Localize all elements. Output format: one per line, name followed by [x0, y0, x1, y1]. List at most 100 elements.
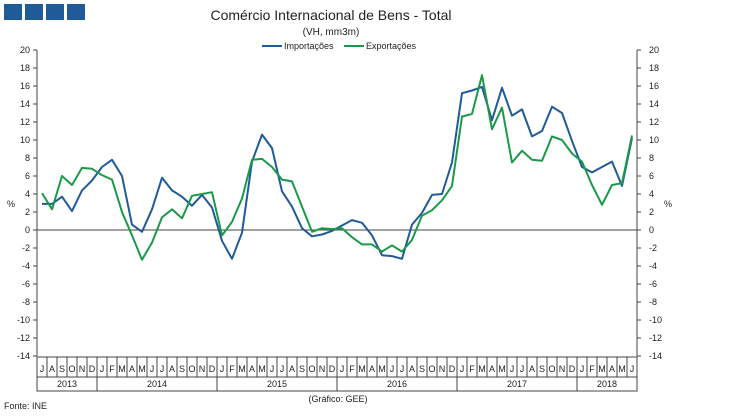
x-tick-label: A: [129, 364, 135, 374]
y-tick-label-right: 14: [649, 99, 659, 109]
x-tick-label: M: [498, 364, 506, 374]
x-tick-label: D: [329, 364, 336, 374]
x-tick-label: M: [118, 364, 126, 374]
x-year-label: 2016: [387, 379, 407, 389]
chart-subtitle: (VH, mm3m): [303, 27, 360, 38]
logo-square: [46, 4, 64, 20]
x-tick-label: M: [378, 364, 386, 374]
x-tick-label: D: [569, 364, 576, 374]
y-tick-label-right: 12: [649, 117, 659, 127]
x-tick-label: A: [249, 364, 255, 374]
x-tick-label: A: [289, 364, 295, 374]
x-year-label: 2013: [57, 379, 77, 389]
y-tick-label-right: -14: [649, 351, 662, 361]
x-tick-label: A: [49, 364, 55, 374]
y-tick-label-right: 10: [649, 135, 659, 145]
x-tick-label: J: [280, 364, 285, 374]
x-tick-label: S: [419, 364, 425, 374]
y-tick-label-left: 18: [20, 63, 30, 73]
logo-square: [25, 4, 43, 20]
y-tick-label-right: -10: [649, 315, 662, 325]
y-tick-label-left: 6: [25, 171, 30, 181]
x-tick-label: M: [618, 364, 626, 374]
series-line-exports: [41, 74, 633, 261]
x-year-label: 2018: [597, 379, 617, 389]
x-tick-label: J: [390, 364, 395, 374]
y-tick-label-left: -10: [17, 315, 30, 325]
y-tick-label-left: 16: [20, 81, 30, 91]
y-tick-label-right: 18: [649, 63, 659, 73]
x-tick-label: M: [138, 364, 146, 374]
y-tick-label-right: 0: [649, 225, 654, 235]
x-tick-label: N: [199, 364, 206, 374]
x-tick-label: A: [489, 364, 495, 374]
legend-label-exports: Exportações: [366, 41, 417, 51]
x-tick-label: J: [580, 364, 585, 374]
x-tick-label: J: [520, 364, 525, 374]
y-tick-label-left: -4: [22, 261, 30, 271]
x-year-label: 2014: [147, 379, 167, 389]
y-tick-label-left: 0: [25, 225, 30, 235]
x-tick-label: N: [79, 364, 86, 374]
x-tick-label: D: [89, 364, 96, 374]
x-tick-label: J: [460, 364, 465, 374]
x-tick-label: S: [59, 364, 65, 374]
y-tick-label-right: 6: [649, 171, 654, 181]
legend: Importações Exportações: [262, 41, 417, 51]
legend-label-imports: Importações: [284, 41, 334, 51]
y-tick-label-left: -6: [22, 279, 30, 289]
y-tick-label-right: 16: [649, 81, 659, 91]
y-tick-label-right: -6: [649, 279, 657, 289]
x-tick-label: F: [229, 364, 235, 374]
x-tick-label: J: [40, 364, 45, 374]
x-tick-label: O: [188, 364, 195, 374]
x-tick-label: O: [68, 364, 75, 374]
x-tick-label: F: [589, 364, 595, 374]
x-tick-label: O: [308, 364, 315, 374]
y-tick-label-left: -12: [17, 333, 30, 343]
x-tick-label: J: [100, 364, 105, 374]
x-tick-label: A: [409, 364, 415, 374]
y-tick-label-right: -2: [649, 243, 657, 253]
y-tick-label-left: -8: [22, 297, 30, 307]
source-note: Fonte: INE: [4, 401, 47, 411]
x-tick-label: J: [220, 364, 225, 374]
y-tick-label-right: 2: [649, 207, 654, 217]
x-tick-label: J: [400, 364, 405, 374]
x-tick-label: J: [160, 364, 165, 374]
x-tick-label: J: [510, 364, 515, 374]
chart-credit: (Gráfico: GEE): [308, 394, 367, 404]
x-tick-label: O: [548, 364, 555, 374]
chart-title: Comércio Internacional de Bens - Total: [211, 7, 452, 23]
y-tick-label-left: 2: [25, 207, 30, 217]
y-tick-label-left: 8: [25, 153, 30, 163]
x-tick-label: F: [469, 364, 475, 374]
x-tick-label: A: [169, 364, 175, 374]
x-tick-label: M: [258, 364, 266, 374]
x-tick-label: S: [299, 364, 305, 374]
y-tick-label-left: 4: [25, 189, 30, 199]
brand-logo: [4, 4, 85, 20]
x-tick-label: N: [439, 364, 446, 374]
logo-square: [67, 4, 85, 20]
x-tick-label: F: [349, 364, 355, 374]
x-year-label: 2017: [507, 379, 527, 389]
y-tick-label-left: 14: [20, 99, 30, 109]
y-tick-label-right: 4: [649, 189, 654, 199]
x-year-label: 2015: [267, 379, 287, 389]
x-tick-label: S: [179, 364, 185, 374]
x-tick-label: D: [449, 364, 456, 374]
x-tick-label: M: [358, 364, 366, 374]
y-tick-label-left: -2: [22, 243, 30, 253]
x-tick-label: M: [598, 364, 606, 374]
y-tick-label-right: -4: [649, 261, 657, 271]
y-axis-label-right: %: [664, 199, 672, 209]
x-tick-label: A: [609, 364, 615, 374]
x-tick-label: S: [539, 364, 545, 374]
y-tick-label-right: 8: [649, 153, 654, 163]
x-tick-label: F: [109, 364, 115, 374]
y-axis-label-left: %: [7, 199, 15, 209]
y-tick-label-right: 20: [649, 45, 659, 55]
x-tick-label: J: [630, 364, 635, 374]
